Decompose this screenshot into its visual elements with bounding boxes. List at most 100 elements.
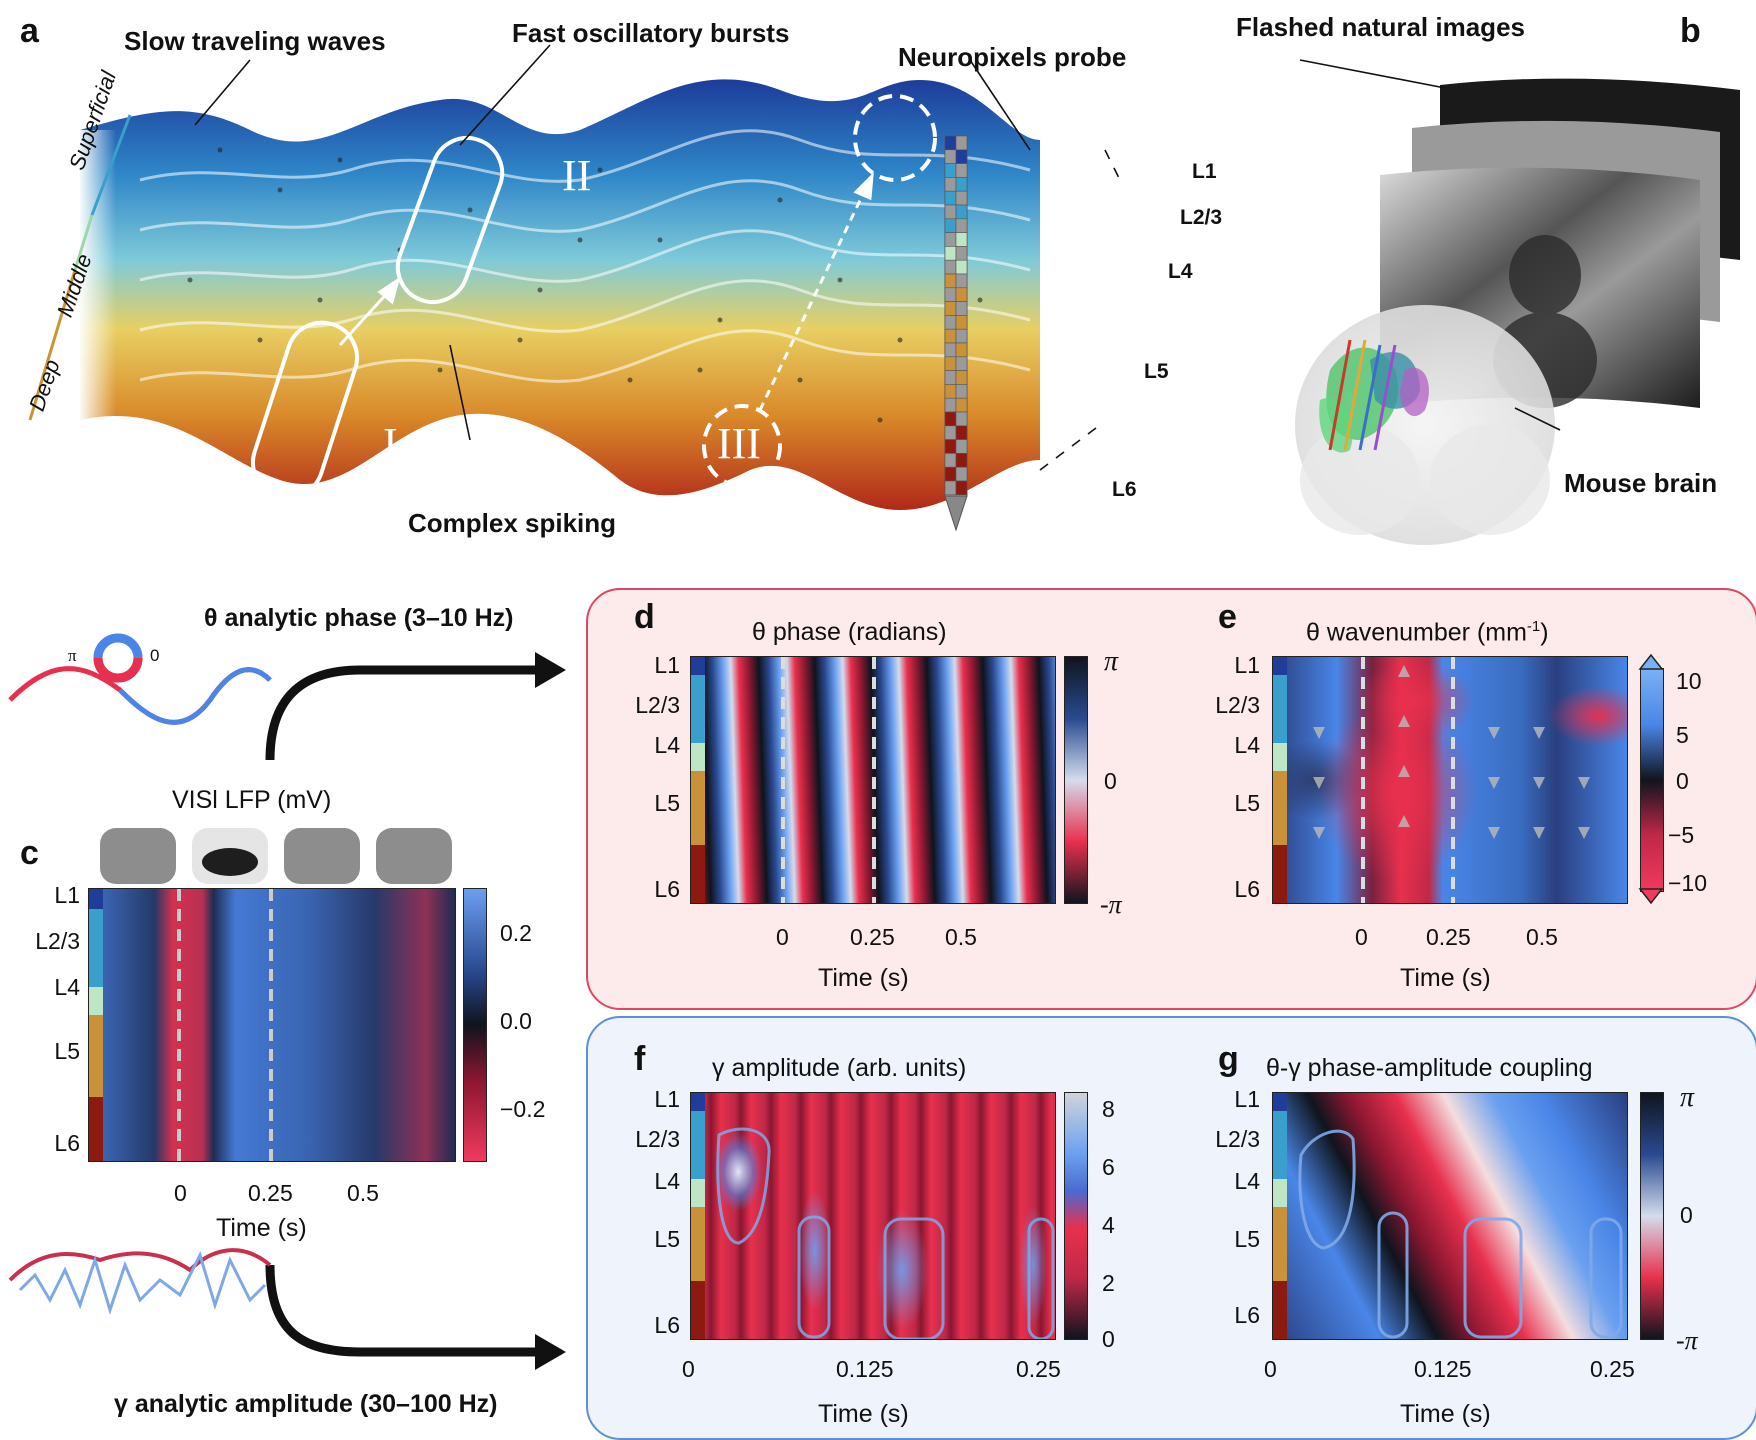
colorbar-c [463,888,487,1162]
probe-contact [944,287,957,302]
fast-bursts-label: Fast oscillatory bursts [512,18,790,48]
probe-contact [944,135,957,151]
c-ylabel-L4: L4 [54,974,80,1000]
c-cbar-tick-0: 0.2 [500,920,532,946]
f-xtick-1: 0.125 [836,1356,894,1382]
roman-III: III [717,419,761,468]
chart-c-title: VISl LFP (mV) [172,786,332,814]
roman-IV: IV [1058,181,1105,230]
panel-label-c: c [20,834,39,872]
probe-contact [944,411,957,427]
c-ylabel-L6: L6 [54,1130,80,1156]
c-ylabel-L5: L5 [54,1038,80,1064]
e-cbar-tick-0: 10 [1676,668,1702,694]
probe-contact [955,246,968,261]
heatmap-f [690,1092,1056,1340]
probe-contact [955,273,968,289]
g-xtick-1: 0.125 [1414,1356,1472,1382]
strip-L1 [89,889,103,909]
probe-contact [944,425,957,440]
c-xlabel: Time (s) [216,1214,307,1242]
heatmap-d [690,656,1056,904]
probe-contact [944,259,957,275]
probe-layer-L23: L2/3 [1180,206,1223,229]
theta-phase-label: θ analytic phase (3–10 Hz) [204,604,514,632]
colorbar-e [1640,668,1664,892]
c-xtick-0: 0 [174,1180,187,1206]
stimulus-thumbnails [100,828,452,884]
complex-spiking-label: Complex spiking [408,508,617,538]
chart-f-title: γ amplitude (arb. units) [712,1054,967,1082]
f-cbar-tick-4: 0 [1102,1326,1115,1352]
chart-e-title: θ wavenumber (mm-1) [1306,618,1549,647]
f-xtick-2: 0.25 [1016,1356,1061,1382]
e-xlabel: Time (s) [1400,964,1491,992]
f-ylabel-L23: L2/3 [635,1126,680,1152]
phase-zero-label: 0 [150,646,160,665]
e-ylabel-L23: L2/3 [1215,692,1260,718]
probe-contact [944,342,957,358]
f-cbar-tick-1: 6 [1102,1154,1115,1180]
probe-contact [955,356,968,371]
probe-shank [944,135,968,532]
d-ylabel-L4: L4 [654,732,680,758]
probe-contact [955,190,968,206]
probe-contact [955,204,968,220]
f-ylabel-L6: L6 [654,1312,680,1338]
gamma-wave-icon [8,1248,272,1282]
probe-contact [955,287,968,302]
g-cbar-tick-0: π [1680,1082,1695,1113]
stimulus-gray-2 [284,828,360,884]
panel-label-e: e [1218,598,1237,636]
g-xlabel: Time (s) [1400,1400,1491,1428]
f-ylabel-L1: L1 [654,1086,680,1112]
g-cbar-tick-1: 0 [1680,1202,1693,1228]
chart-e-title-main: θ wavenumber (mm [1306,618,1527,647]
heatmap-g [1272,1092,1628,1340]
probe-contact [944,370,957,385]
probe-contact [944,190,957,206]
e-cbar-tick-4: −10 [1668,870,1708,896]
probe-contact [955,466,968,482]
probe-contact [944,218,957,233]
burst-region-II [395,136,505,304]
e-ylabel-L6: L6 [1234,876,1260,902]
colorbar-d [1064,656,1088,904]
chart-e-title-end: ) [1540,618,1549,647]
g-ylabel-L5: L5 [1234,1226,1260,1252]
probe-contact [955,411,968,427]
probe-contact [955,163,968,178]
g-ylabel-L1: L1 [1234,1086,1260,1112]
c-xtick-1: 0.25 [248,1180,293,1206]
probe-contact [944,204,957,220]
roman-II: II [562,151,592,200]
probe-contact [955,328,968,344]
panel-label-a: a [20,12,39,50]
d-ylabel-L1: L1 [654,652,680,678]
probe-contact [955,301,968,316]
probe-contact [944,439,957,454]
colorbar-f [1064,1092,1088,1340]
f-xtick-0: 0 [682,1356,695,1382]
wave-landscape [28,44,1121,532]
probe-contact [944,328,957,344]
probe-contact [955,425,968,440]
g-xtick-2: 0.25 [1590,1356,1635,1382]
probe-contact [955,315,968,330]
probe-contact [944,315,957,330]
burst-region-I [251,320,359,500]
probe-contact [944,177,957,192]
probe-contact [955,259,968,275]
d-cbar-tick-1: 0 [1104,768,1117,794]
e-xtick-1: 0.25 [1426,924,1471,950]
e-cbar-tick-1: 5 [1676,722,1689,748]
e-ylabel-L1: L1 [1234,652,1260,678]
probe-contact [955,397,968,413]
flashed-images-label: Flashed natural images [1236,12,1525,42]
g-ylabel-L4: L4 [1234,1168,1260,1194]
probe-contact [955,342,968,358]
f-cbar-tick-2: 4 [1102,1212,1115,1238]
probe-contact [944,466,957,482]
probe-contact [955,218,968,233]
e-ylabel-L5: L5 [1234,790,1260,816]
